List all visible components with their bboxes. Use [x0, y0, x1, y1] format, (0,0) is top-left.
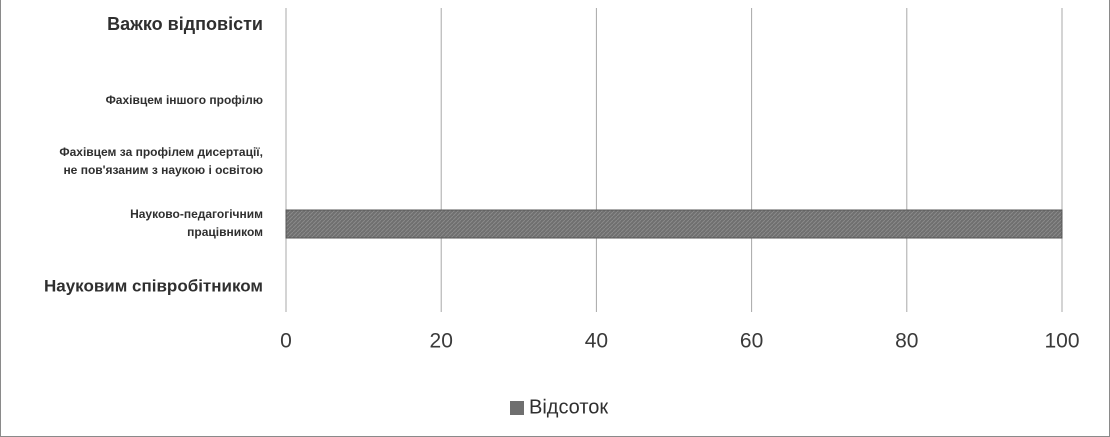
legend: Відсоток: [510, 396, 608, 418]
x-tick-label-40: 40: [585, 330, 608, 353]
x-tick-label-80: 80: [895, 330, 918, 353]
grid-lines: [285, 8, 1063, 312]
category-label-1: Важко відповісти: [107, 14, 263, 34]
category-labels: Важко відповісти Фахівцем іншого профілю Ф…: [44, 14, 263, 296]
bar-4: [285, 209, 1063, 239]
x-tick-label-100: 100: [1044, 330, 1079, 353]
legend-swatch: [510, 401, 524, 415]
category-label-4: Науково-педагогічним працівником: [130, 207, 263, 239]
category-label-3: Фахівцем за профілем дисертації, не пов'я…: [59, 145, 263, 177]
x-tick-label-0: 0: [280, 330, 292, 353]
bars: [285, 209, 1063, 239]
category-label-5: Науковим співробітником: [44, 276, 263, 295]
category-label-2: Фахівцем іншого профілю: [106, 93, 263, 107]
legend-label: Відсоток: [529, 396, 608, 418]
x-tick-label-20: 20: [430, 330, 453, 353]
x-tick-label-60: 60: [740, 330, 763, 353]
x-tick-labels: 0 20 40 60 80 100: [280, 330, 1079, 353]
